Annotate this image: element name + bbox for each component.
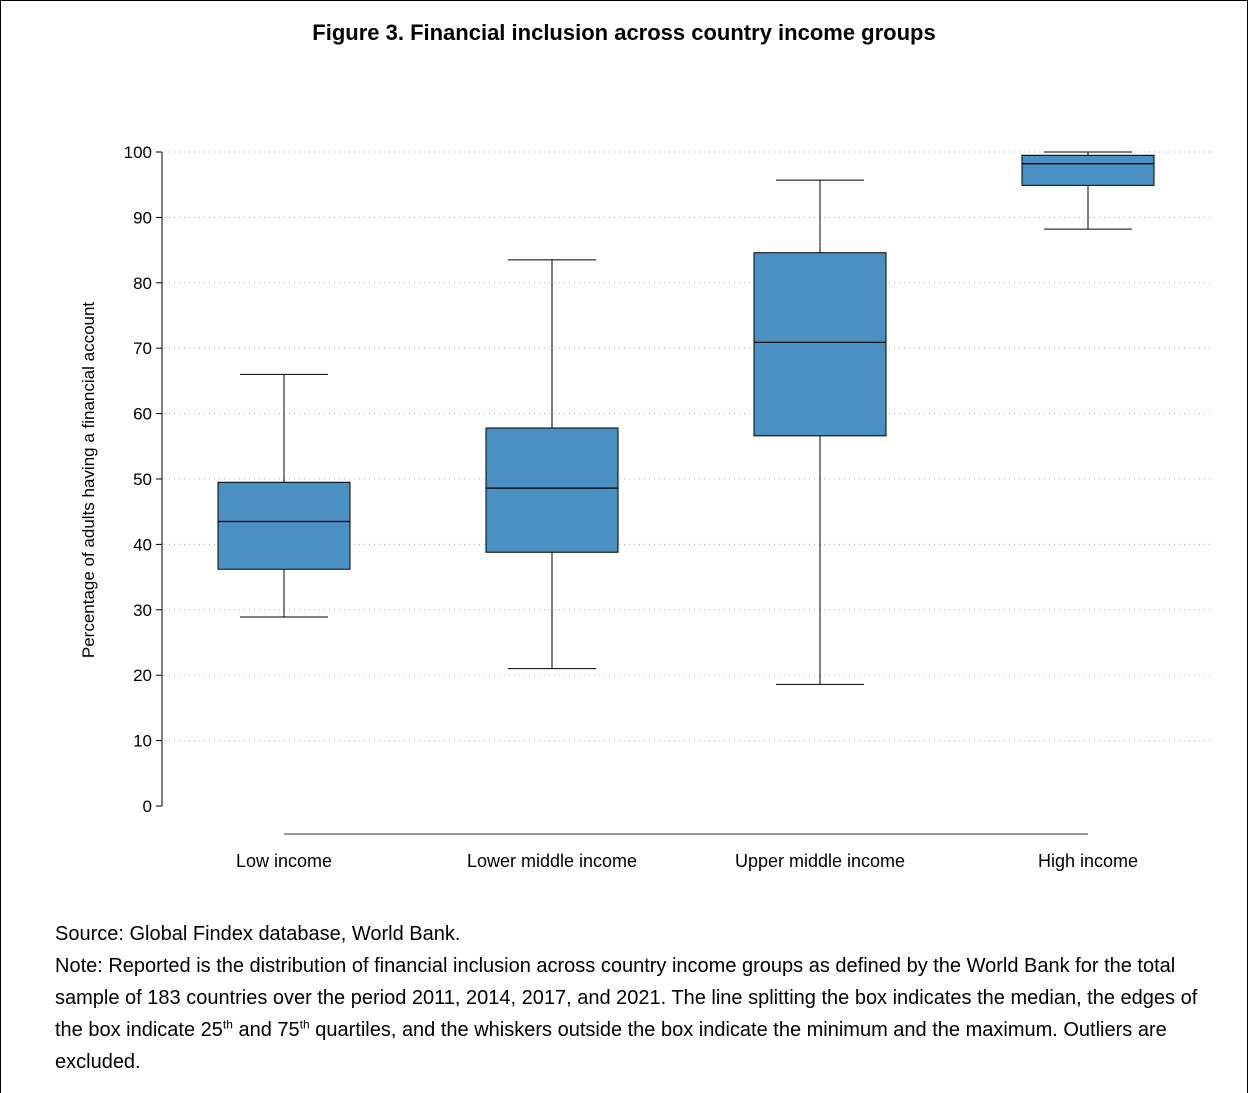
x-label-upper-middle-income: Upper middle income bbox=[735, 851, 905, 871]
note-text-and: and 75 bbox=[232, 1019, 300, 1041]
y-tick-label-90: 90 bbox=[133, 208, 152, 227]
box-iqr bbox=[1021, 154, 1155, 186]
y-tick-label-80: 80 bbox=[133, 274, 152, 293]
y-tick-label-100: 100 bbox=[124, 143, 152, 162]
x-label-lower-middle-income: Lower middle income bbox=[467, 851, 637, 871]
figure-title: Figure 3. Financial inclusion across cou… bbox=[312, 20, 936, 45]
box-iqr bbox=[753, 252, 887, 437]
y-tick-label-70: 70 bbox=[133, 339, 152, 358]
box-plot-chart: Percentage of adults having a financial … bbox=[79, 143, 1212, 871]
boxes bbox=[217, 151, 1155, 685]
y-axis: 0 10 20 30 40 50 60 70 80 90 100 bbox=[124, 143, 1088, 835]
x-label-high-income: High income bbox=[1038, 851, 1138, 871]
box-lower-middle-income bbox=[485, 259, 619, 670]
y-tick-label-40: 40 bbox=[133, 535, 152, 554]
y-tick-label-20: 20 bbox=[133, 666, 152, 685]
x-label-low-income: Low income bbox=[236, 851, 332, 871]
y-axis-label: Percentage of adults having a financial … bbox=[79, 302, 98, 659]
x-axis-labels: Low income Lower middle income Upper middl… bbox=[236, 851, 1138, 871]
box-iqr bbox=[485, 427, 619, 553]
y-tick-label-10: 10 bbox=[133, 732, 152, 751]
note-text-start: Note: Reported is the distribution of fi… bbox=[55, 955, 1198, 1041]
note-superscript-25th: th bbox=[222, 1017, 233, 1032]
explanatory-note: Note: Reported is the distribution of fi… bbox=[55, 950, 1225, 1078]
source-note: Source: Global Findex database, World Ba… bbox=[55, 923, 461, 945]
y-tick-label-30: 30 bbox=[133, 601, 152, 620]
y-tick-label-50: 50 bbox=[133, 470, 152, 489]
note-text-end: quartiles, and the whiskers outside the … bbox=[55, 1019, 1167, 1073]
box-iqr bbox=[217, 481, 351, 570]
box-upper-middle-income bbox=[753, 179, 887, 685]
y-tick-label-0: 0 bbox=[143, 797, 152, 816]
box-high-income bbox=[1021, 151, 1155, 230]
figure-notes: Source: Global Findex database, World Ba… bbox=[55, 918, 1225, 1078]
box-low-income bbox=[217, 373, 351, 618]
note-superscript-75th: th bbox=[299, 1017, 310, 1032]
y-tick-label-60: 60 bbox=[133, 405, 152, 424]
grid-lines bbox=[164, 151, 1212, 742]
